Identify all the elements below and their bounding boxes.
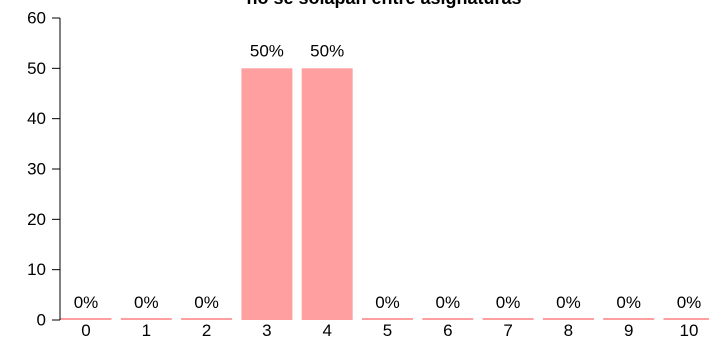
data-labels: 0% 0% 0% 50% 50% 0% 0% 0% 0% 0% 0% (74, 41, 702, 312)
y-axis: 0 10 20 30 40 50 60 (27, 9, 61, 330)
chart-title: no se solapan entre asignaturas (246, 0, 521, 8)
data-label: 0% (74, 293, 99, 312)
x-tick-label: 4 (322, 321, 331, 339)
x-tick-label: 6 (443, 321, 452, 339)
x-axis-labels: 0 1 2 3 4 5 6 7 8 9 10 (81, 321, 698, 339)
x-tick-label: 10 (680, 321, 699, 339)
bars (60, 68, 709, 320)
bar-3 (241, 68, 293, 320)
y-tick-label: 0 (37, 311, 46, 330)
y-tick-label: 20 (27, 210, 46, 229)
data-label: 0% (134, 293, 159, 312)
y-tick-label: 40 (27, 109, 46, 128)
data-label: 0% (194, 293, 219, 312)
data-label: 0% (556, 293, 581, 312)
data-label: 0% (677, 293, 702, 312)
y-tick-label: 50 (27, 59, 46, 78)
bar-0 (60, 318, 112, 320)
y-tick-label: 30 (27, 160, 46, 179)
data-label: 0% (436, 293, 461, 312)
x-tick-label: 0 (81, 321, 90, 339)
data-label: 50% (250, 41, 284, 60)
bar-9 (603, 318, 655, 320)
data-label: 0% (616, 293, 641, 312)
x-tick-label: 8 (564, 321, 573, 339)
data-label: 0% (375, 293, 400, 312)
x-tick-label: 7 (503, 321, 512, 339)
y-tick-label: 10 (27, 260, 46, 279)
x-tick-label: 3 (262, 321, 271, 339)
data-label: 50% (310, 41, 344, 60)
bar-5 (362, 318, 413, 320)
x-tick-label: 5 (383, 321, 392, 339)
bar-4 (301, 68, 353, 320)
y-tick-label: 60 (27, 9, 46, 28)
bar-1 (120, 318, 172, 320)
bar-7 (482, 318, 534, 320)
bar-2 (181, 318, 233, 320)
bar-6 (422, 318, 474, 320)
x-tick-label: 2 (202, 321, 211, 339)
data-label: 0% (496, 293, 521, 312)
x-tick-label: 9 (624, 321, 633, 339)
bar-10 (663, 318, 709, 320)
x-tick-label: 1 (142, 321, 151, 339)
bar-8 (542, 318, 594, 320)
